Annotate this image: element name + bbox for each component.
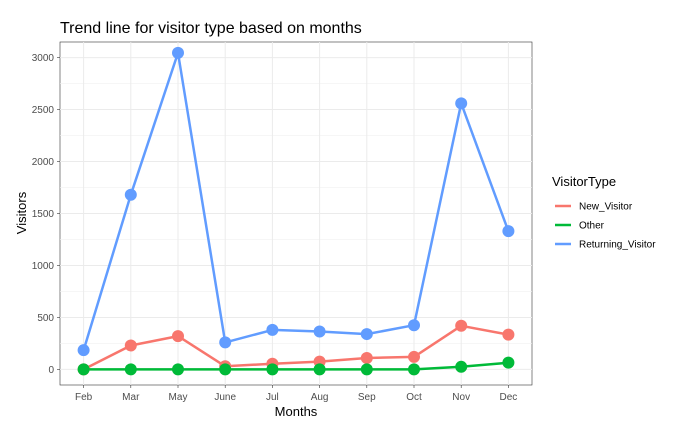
data-point-other xyxy=(360,363,373,376)
series-lines xyxy=(82,51,510,371)
chart-title: Trend line for visitor type based on mon… xyxy=(60,20,362,37)
y-axis: 0 500 1000 1500 2000 2500 3000 xyxy=(32,53,60,376)
data-point-other xyxy=(502,356,515,369)
x-tick-label: May xyxy=(169,392,188,403)
legend-label-new-visitor: New_Visitor xyxy=(579,202,633,213)
data-point-other xyxy=(172,363,184,376)
data-point-new-visitor xyxy=(124,339,137,352)
x-tick-label: Aug xyxy=(311,392,329,403)
series-line-returning-visitor xyxy=(82,51,510,351)
data-point-returning-visitor xyxy=(219,336,232,349)
y-tick-label: 1500 xyxy=(32,209,55,220)
y-axis-title: Visitors xyxy=(14,191,29,234)
data-point-other xyxy=(77,363,90,376)
x-tick-label: Dec xyxy=(500,392,518,403)
data-point-new-visitor xyxy=(172,330,184,343)
y-tick-label: 2500 xyxy=(32,105,55,116)
x-tick-label: Jul xyxy=(266,392,279,403)
data-point-other xyxy=(266,363,279,376)
data-point-returning-visitor xyxy=(502,225,515,238)
x-tick-label: Sep xyxy=(358,392,376,403)
x-tick-label: Nov xyxy=(452,392,470,403)
legend-label-other: Other xyxy=(579,221,605,232)
series-line-other xyxy=(83,361,509,371)
data-point-returning-visitor xyxy=(360,328,373,341)
y-tick-label: 2000 xyxy=(32,157,55,168)
grid-lines xyxy=(60,42,532,385)
data-point-returning-visitor xyxy=(266,323,279,336)
data-point-other xyxy=(219,363,232,376)
data-point-other xyxy=(455,360,468,373)
y-tick-label: 0 xyxy=(48,365,54,376)
data-point-new-visitor xyxy=(502,328,515,341)
x-tick-label: Feb xyxy=(75,392,93,403)
data-point-new-visitor xyxy=(408,350,420,363)
x-tick-label: June xyxy=(214,392,236,403)
data-point-other xyxy=(408,363,420,376)
x-tick-label: Mar xyxy=(122,392,140,403)
legend-title: VisitorType xyxy=(552,174,616,189)
data-point-returning-visitor xyxy=(408,319,420,332)
data-point-returning-visitor xyxy=(77,344,90,357)
x-axis: Feb Mar May June Jul Aug Sep Oct Nov Dec xyxy=(75,385,517,403)
legend-label-returning-visitor: Returning_Visitor xyxy=(579,240,656,251)
data-point-returning-visitor xyxy=(455,97,468,110)
series-points xyxy=(77,46,515,376)
y-tick-label: 1000 xyxy=(32,261,55,272)
data-point-other xyxy=(124,363,137,376)
data-point-returning-visitor xyxy=(172,46,184,59)
data-point-returning-visitor xyxy=(313,325,326,338)
legend: VisitorType New_Visitor Other Returning_Vi… xyxy=(552,174,656,251)
x-tick-label: Oct xyxy=(406,392,422,403)
data-point-other xyxy=(313,363,326,376)
data-point-new-visitor xyxy=(360,351,373,364)
data-point-returning-visitor xyxy=(124,188,137,201)
series-line-new-visitor xyxy=(83,324,509,371)
data-point-new-visitor xyxy=(455,319,468,332)
y-tick-label: 500 xyxy=(37,313,54,324)
x-axis-title: Months xyxy=(275,404,318,419)
y-tick-label: 3000 xyxy=(32,53,55,64)
